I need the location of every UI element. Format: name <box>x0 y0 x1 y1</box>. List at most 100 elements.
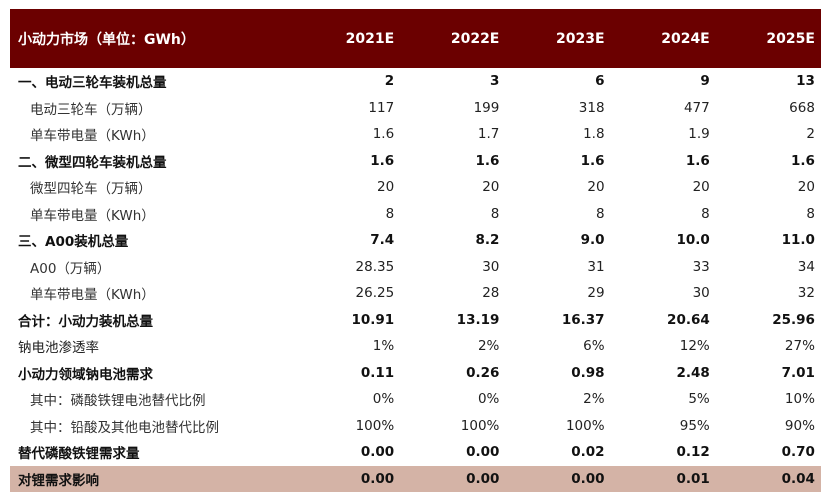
table-cell: 0.98 <box>571 364 605 381</box>
table-row: 合计：小动力装机总量 10.91 13.19 16.37 20.64 25.96 <box>10 307 821 334</box>
row-label: 单车带电量（KWh） <box>30 287 155 304</box>
table-cell: 13.19 <box>456 311 500 328</box>
table-row: 单车带电量（KWh） 26.25 28 29 30 32 <box>10 280 821 307</box>
table-row: 其中：铅酸及其他电池替代比例 100% 100% 100% 95% 90% <box>10 413 821 440</box>
row-label: 三、A00装机总量 <box>18 234 129 251</box>
table-cell: 30 <box>482 258 500 275</box>
table-cell: 10% <box>784 391 815 408</box>
table-cell: 11.0 <box>781 232 815 249</box>
table-cell: 0.11 <box>360 364 395 381</box>
header-year: 2023E <box>556 30 605 47</box>
table-cell: 3 <box>489 73 500 90</box>
table-cell: 10.91 <box>351 311 395 328</box>
table-cell: 12% <box>679 338 710 355</box>
table-cell: 16.37 <box>561 311 605 328</box>
table-cell: 28.35 <box>355 258 395 275</box>
table-cell: 0.00 <box>360 444 395 461</box>
table-row: 微型四轮车（万辆） 20 20 20 20 20 <box>10 174 821 201</box>
table-cell: 20 <box>482 179 500 196</box>
row-label: 单车带电量（KWh） <box>30 207 155 224</box>
table-cell: 2% <box>583 391 605 408</box>
table-cell: 0.02 <box>571 444 605 461</box>
table-cell: 20 <box>377 179 395 196</box>
table-cell: 5% <box>688 391 710 408</box>
table-cell: 8 <box>595 205 605 222</box>
table-row: 对锂需求影响 0.00 0.00 0.00 0.01 0.04 <box>10 465 821 492</box>
row-label: 电动三轮车（万辆） <box>30 101 152 118</box>
table-cell: 1.8 <box>583 126 605 143</box>
table-cell: 28 <box>482 285 500 302</box>
table-row: 钠电池渗透率 1% 2% 6% 12% 27% <box>10 333 821 360</box>
table-cell: 1.6 <box>372 126 395 143</box>
table-cell: 8 <box>701 205 710 222</box>
table-cell: 30 <box>692 285 710 302</box>
table-cell: 117 <box>368 99 395 116</box>
header-year: 2024E <box>661 30 710 47</box>
table-cell: 1.6 <box>791 152 815 169</box>
row-label: 合计：小动力装机总量 <box>18 313 153 330</box>
table-cell: 1.7 <box>477 126 500 143</box>
row-label: 微型四轮车（万辆） <box>30 181 152 198</box>
table-cell: 8 <box>385 205 395 222</box>
row-label: A00（万辆） <box>30 260 111 277</box>
table-cell: 100% <box>355 417 395 434</box>
table-cell: 318 <box>578 99 605 116</box>
row-label: 小动力领域钠电池需求 <box>18 366 153 383</box>
table-cell: 20 <box>587 179 605 196</box>
table-cell: 1.6 <box>685 152 710 169</box>
table-cell: 10.0 <box>676 232 710 249</box>
table-row: A00（万辆） 28.35 30 31 33 34 <box>10 254 821 281</box>
table-cell: 0.70 <box>781 444 815 461</box>
row-label: 钠电池渗透率 <box>18 340 99 357</box>
table-cell: 0.00 <box>571 470 605 487</box>
table-cell: 1% <box>372 338 395 355</box>
table-cell: 29 <box>587 285 605 302</box>
table-cell: 2% <box>477 338 500 355</box>
header-title: 小动力市场（单位：GWh） <box>18 31 195 48</box>
table-cell: 20 <box>692 179 710 196</box>
table-cell: 20 <box>797 179 815 196</box>
table-cell: 2 <box>384 73 395 90</box>
table-cell: 0% <box>477 391 500 408</box>
table-row: 其中：磷酸铁锂电池替代比例 0% 0% 2% 5% 10% <box>10 386 821 413</box>
table-cell: 13 <box>796 73 815 90</box>
table-cell: 8 <box>490 205 500 222</box>
table-row: 替代磷酸铁锂需求量 0.00 0.00 0.02 0.12 0.70 <box>10 439 821 466</box>
table-cell: 90% <box>784 417 815 434</box>
table-cell: 668 <box>789 99 815 116</box>
table-cell: 6% <box>583 338 605 355</box>
table-cell: 2.48 <box>676 364 710 381</box>
table-header: 小动力市场（单位：GWh） 2021E 2022E 2023E 2024E 20… <box>10 9 821 68</box>
table-cell: 477 <box>683 99 710 116</box>
table-cell: 32 <box>797 285 815 302</box>
row-label: 其中：磷酸铁锂电池替代比例 <box>30 393 206 410</box>
table-row: 电动三轮车（万辆） 117 199 318 477 668 <box>10 95 821 122</box>
table-cell: 0.12 <box>676 444 710 461</box>
table-cell: 100% <box>565 417 605 434</box>
table-cell: 26.25 <box>355 285 395 302</box>
table-cell: 1.6 <box>580 152 605 169</box>
table-cell: 199 <box>473 99 500 116</box>
row-label: 一、电动三轮车装机总量 <box>18 75 167 92</box>
table-cell: 0.00 <box>466 444 500 461</box>
table-cell: 0.00 <box>466 470 500 487</box>
row-label: 其中：铅酸及其他电池替代比例 <box>30 419 219 436</box>
table-cell: 9 <box>700 73 710 90</box>
table-cell: 20.64 <box>667 311 710 328</box>
table-row: 一、电动三轮车装机总量 2 3 6 9 13 <box>10 68 821 95</box>
table-cell: 27% <box>784 338 815 355</box>
table-cell: 0.26 <box>466 364 500 381</box>
table-cell: 1.9 <box>688 126 710 143</box>
row-label: 单车带电量（KWh） <box>30 128 155 145</box>
table-cell: 0% <box>372 391 395 408</box>
table-cell: 100% <box>460 417 500 434</box>
table-body: 一、电动三轮车装机总量 2 3 6 9 13 电动三轮车（万辆） 117 199 318 477 66… <box>10 68 821 492</box>
table-cell: 95% <box>679 417 710 434</box>
row-label: 二、微型四轮车装机总量 <box>18 154 167 171</box>
header-year: 2021E <box>345 30 395 47</box>
table-cell: 9.0 <box>580 232 605 249</box>
row-label: 替代磷酸铁锂需求量 <box>18 446 140 463</box>
table-cell: 0.01 <box>676 470 710 487</box>
table-row: 三、A00装机总量 7.4 8.2 9.0 10.0 11.0 <box>10 227 821 254</box>
table-cell: 25.96 <box>772 311 815 328</box>
